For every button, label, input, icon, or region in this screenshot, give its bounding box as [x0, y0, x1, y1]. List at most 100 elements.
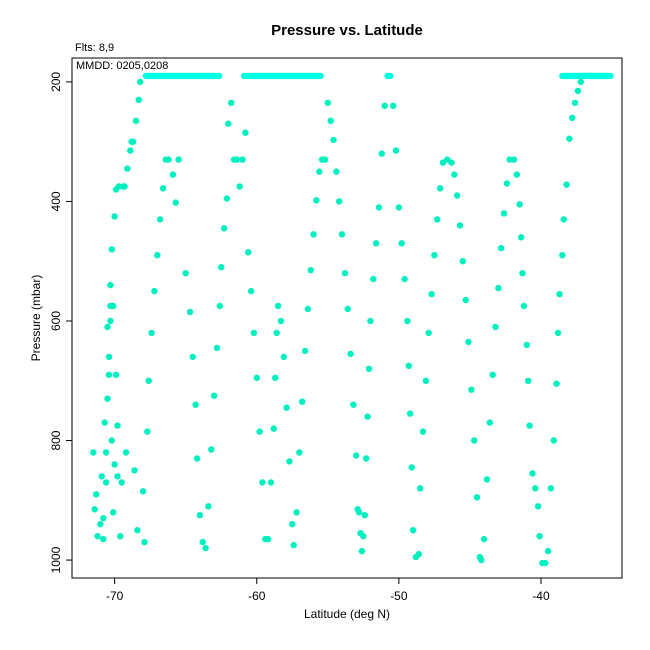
data-point — [468, 386, 475, 393]
data-point — [112, 371, 120, 378]
data-point — [220, 225, 228, 232]
data-point — [525, 377, 532, 384]
data-point — [355, 509, 363, 516]
data-point — [216, 302, 223, 310]
plot-frame — [71, 57, 623, 579]
data-point — [293, 509, 300, 516]
data-point — [495, 284, 502, 292]
data-point — [216, 72, 223, 80]
data-point — [296, 449, 303, 456]
data-point — [536, 533, 543, 540]
data-point — [111, 213, 118, 220]
data-point — [93, 491, 100, 498]
data-point — [364, 413, 371, 420]
data-point — [202, 544, 209, 552]
data-point — [105, 353, 113, 361]
data-point — [159, 185, 167, 192]
data-point — [267, 479, 275, 486]
y-tick-label: 1000 — [49, 546, 63, 573]
data-point — [91, 506, 98, 513]
data-point — [307, 267, 314, 274]
data-point — [270, 425, 277, 432]
data-point — [516, 201, 523, 208]
data-point — [132, 117, 140, 125]
data-point — [108, 246, 116, 253]
data-point — [417, 485, 424, 492]
data-point — [372, 240, 380, 247]
data-point — [100, 535, 107, 543]
data-point — [104, 395, 111, 402]
data-point — [101, 419, 108, 426]
data-point — [401, 275, 408, 283]
data-point — [250, 329, 258, 337]
data-point — [471, 437, 478, 444]
data-point — [425, 329, 432, 337]
data-point — [534, 503, 542, 510]
data-point — [286, 458, 293, 465]
data-point — [122, 449, 130, 456]
data-point — [236, 183, 243, 190]
data-point — [289, 521, 296, 528]
data-point — [225, 120, 232, 127]
data-point — [404, 317, 411, 325]
data-point — [492, 323, 499, 331]
data-point — [489, 371, 496, 378]
chart-title: Pressure vs. Latitude — [271, 22, 423, 39]
data-point — [405, 362, 412, 369]
data-point — [169, 171, 177, 178]
data-point — [517, 234, 525, 241]
data-point — [156, 216, 164, 223]
data-point — [408, 464, 415, 471]
data-point — [316, 168, 323, 175]
data-point — [104, 323, 111, 331]
data-point — [462, 296, 469, 304]
data-point — [324, 99, 331, 107]
data-point — [192, 401, 199, 408]
data-point — [102, 479, 110, 486]
data-point — [304, 305, 312, 313]
data-point — [544, 547, 552, 555]
data-point — [111, 461, 118, 468]
data-point — [360, 533, 367, 540]
data-point — [107, 317, 114, 325]
data-point — [577, 78, 584, 86]
data-point — [378, 150, 385, 157]
data-point — [350, 401, 357, 408]
data-point — [102, 449, 110, 456]
data-point — [317, 72, 324, 80]
data-point — [259, 479, 266, 486]
y-tick-label: 200 — [49, 72, 63, 92]
data-point — [228, 99, 235, 107]
x-tick-label: -40 — [532, 589, 550, 603]
data-point — [210, 392, 218, 399]
data-point — [327, 117, 334, 125]
data-point — [398, 240, 405, 247]
data-point — [465, 338, 472, 346]
data-point — [134, 527, 141, 534]
data-point — [375, 204, 383, 211]
data-point — [148, 329, 155, 337]
data-point — [264, 535, 272, 543]
data-point — [409, 527, 417, 534]
data-point — [365, 365, 373, 372]
data-point — [456, 222, 464, 229]
y-tick-label: 800 — [49, 430, 63, 450]
x-axis-label: Latitude (deg N) — [304, 607, 390, 621]
data-point — [105, 371, 113, 378]
data-point — [239, 156, 246, 163]
data-point — [419, 428, 427, 435]
data-point — [367, 317, 374, 325]
data-point — [436, 185, 444, 192]
x-axis: -70 -60 -50 -40 — [106, 578, 550, 603]
data-point — [245, 249, 252, 256]
data-point — [118, 479, 125, 486]
y-axis-label: Pressure (mbar) — [29, 275, 43, 362]
data-point — [459, 258, 466, 265]
data-point — [569, 114, 576, 122]
data-point — [571, 99, 579, 107]
data-point — [513, 171, 520, 178]
data-point — [392, 147, 400, 154]
mmdd-annotation: MMDD: 0205,0208 — [76, 60, 168, 72]
data-point — [277, 317, 285, 325]
data-point — [247, 287, 255, 295]
